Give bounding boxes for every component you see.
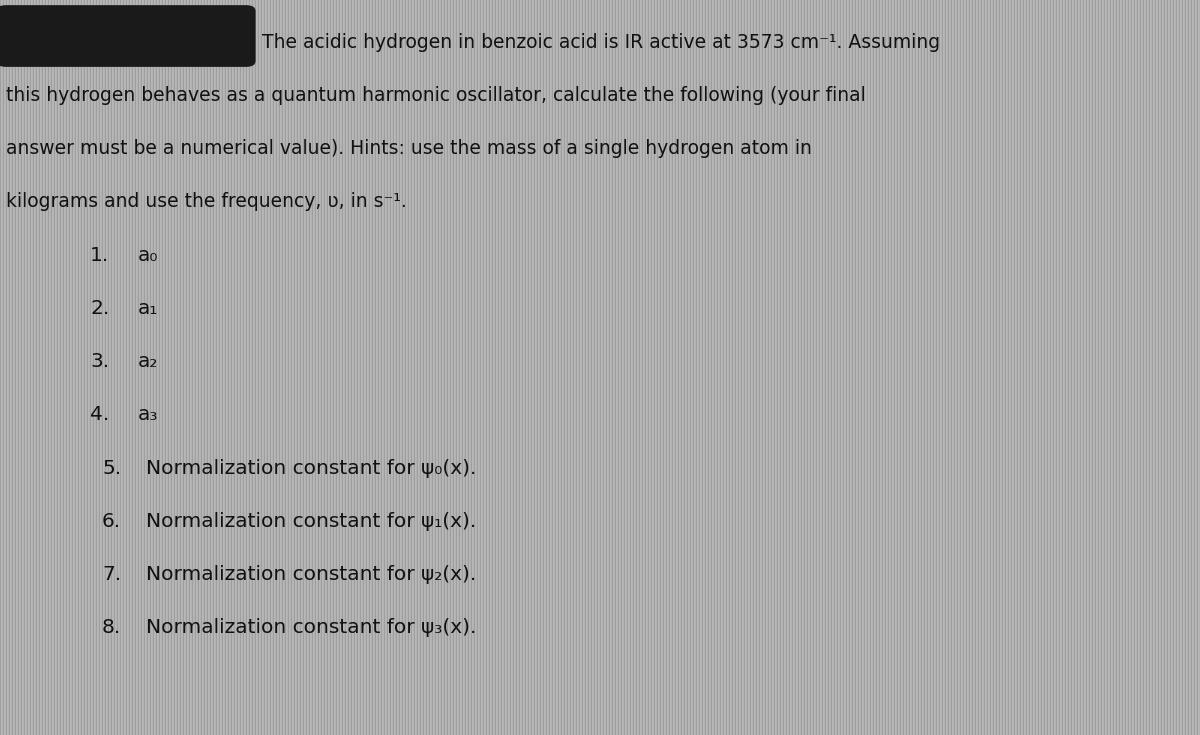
Text: this hydrogen behaves as a quantum harmonic oscillator, calculate the following : this hydrogen behaves as a quantum harmo… (6, 86, 865, 105)
Text: 2.: 2. (90, 299, 109, 318)
Text: The acidic hydrogen in benzoic acid is IR active at 3573 cm⁻¹. Assuming: The acidic hydrogen in benzoic acid is I… (262, 33, 940, 52)
Text: 5.: 5. (102, 459, 121, 478)
Text: Normalization constant for ψ₃(x).: Normalization constant for ψ₃(x). (146, 618, 476, 637)
Text: Normalization constant for ψ₁(x).: Normalization constant for ψ₁(x). (146, 512, 476, 531)
Text: a₁: a₁ (138, 299, 158, 318)
Text: 4.: 4. (90, 405, 109, 424)
Text: Normalization constant for ψ₀(x).: Normalization constant for ψ₀(x). (146, 459, 476, 478)
Text: 1.: 1. (90, 246, 109, 265)
Text: a₃: a₃ (138, 405, 158, 424)
Text: a₂: a₂ (138, 352, 158, 371)
FancyBboxPatch shape (0, 5, 256, 67)
Text: a₀: a₀ (138, 246, 158, 265)
Text: 7.: 7. (102, 565, 121, 584)
Text: 8.: 8. (102, 618, 121, 637)
Text: 6.: 6. (102, 512, 121, 531)
Text: answer must be a numerical value). Hints: use the mass of a single hydrogen atom: answer must be a numerical value). Hints… (6, 139, 812, 158)
Text: Normalization constant for ψ₂(x).: Normalization constant for ψ₂(x). (146, 565, 476, 584)
Text: kilograms and use the frequency, ʋ, in s⁻¹.: kilograms and use the frequency, ʋ, in s… (6, 192, 407, 211)
Text: 3.: 3. (90, 352, 109, 371)
